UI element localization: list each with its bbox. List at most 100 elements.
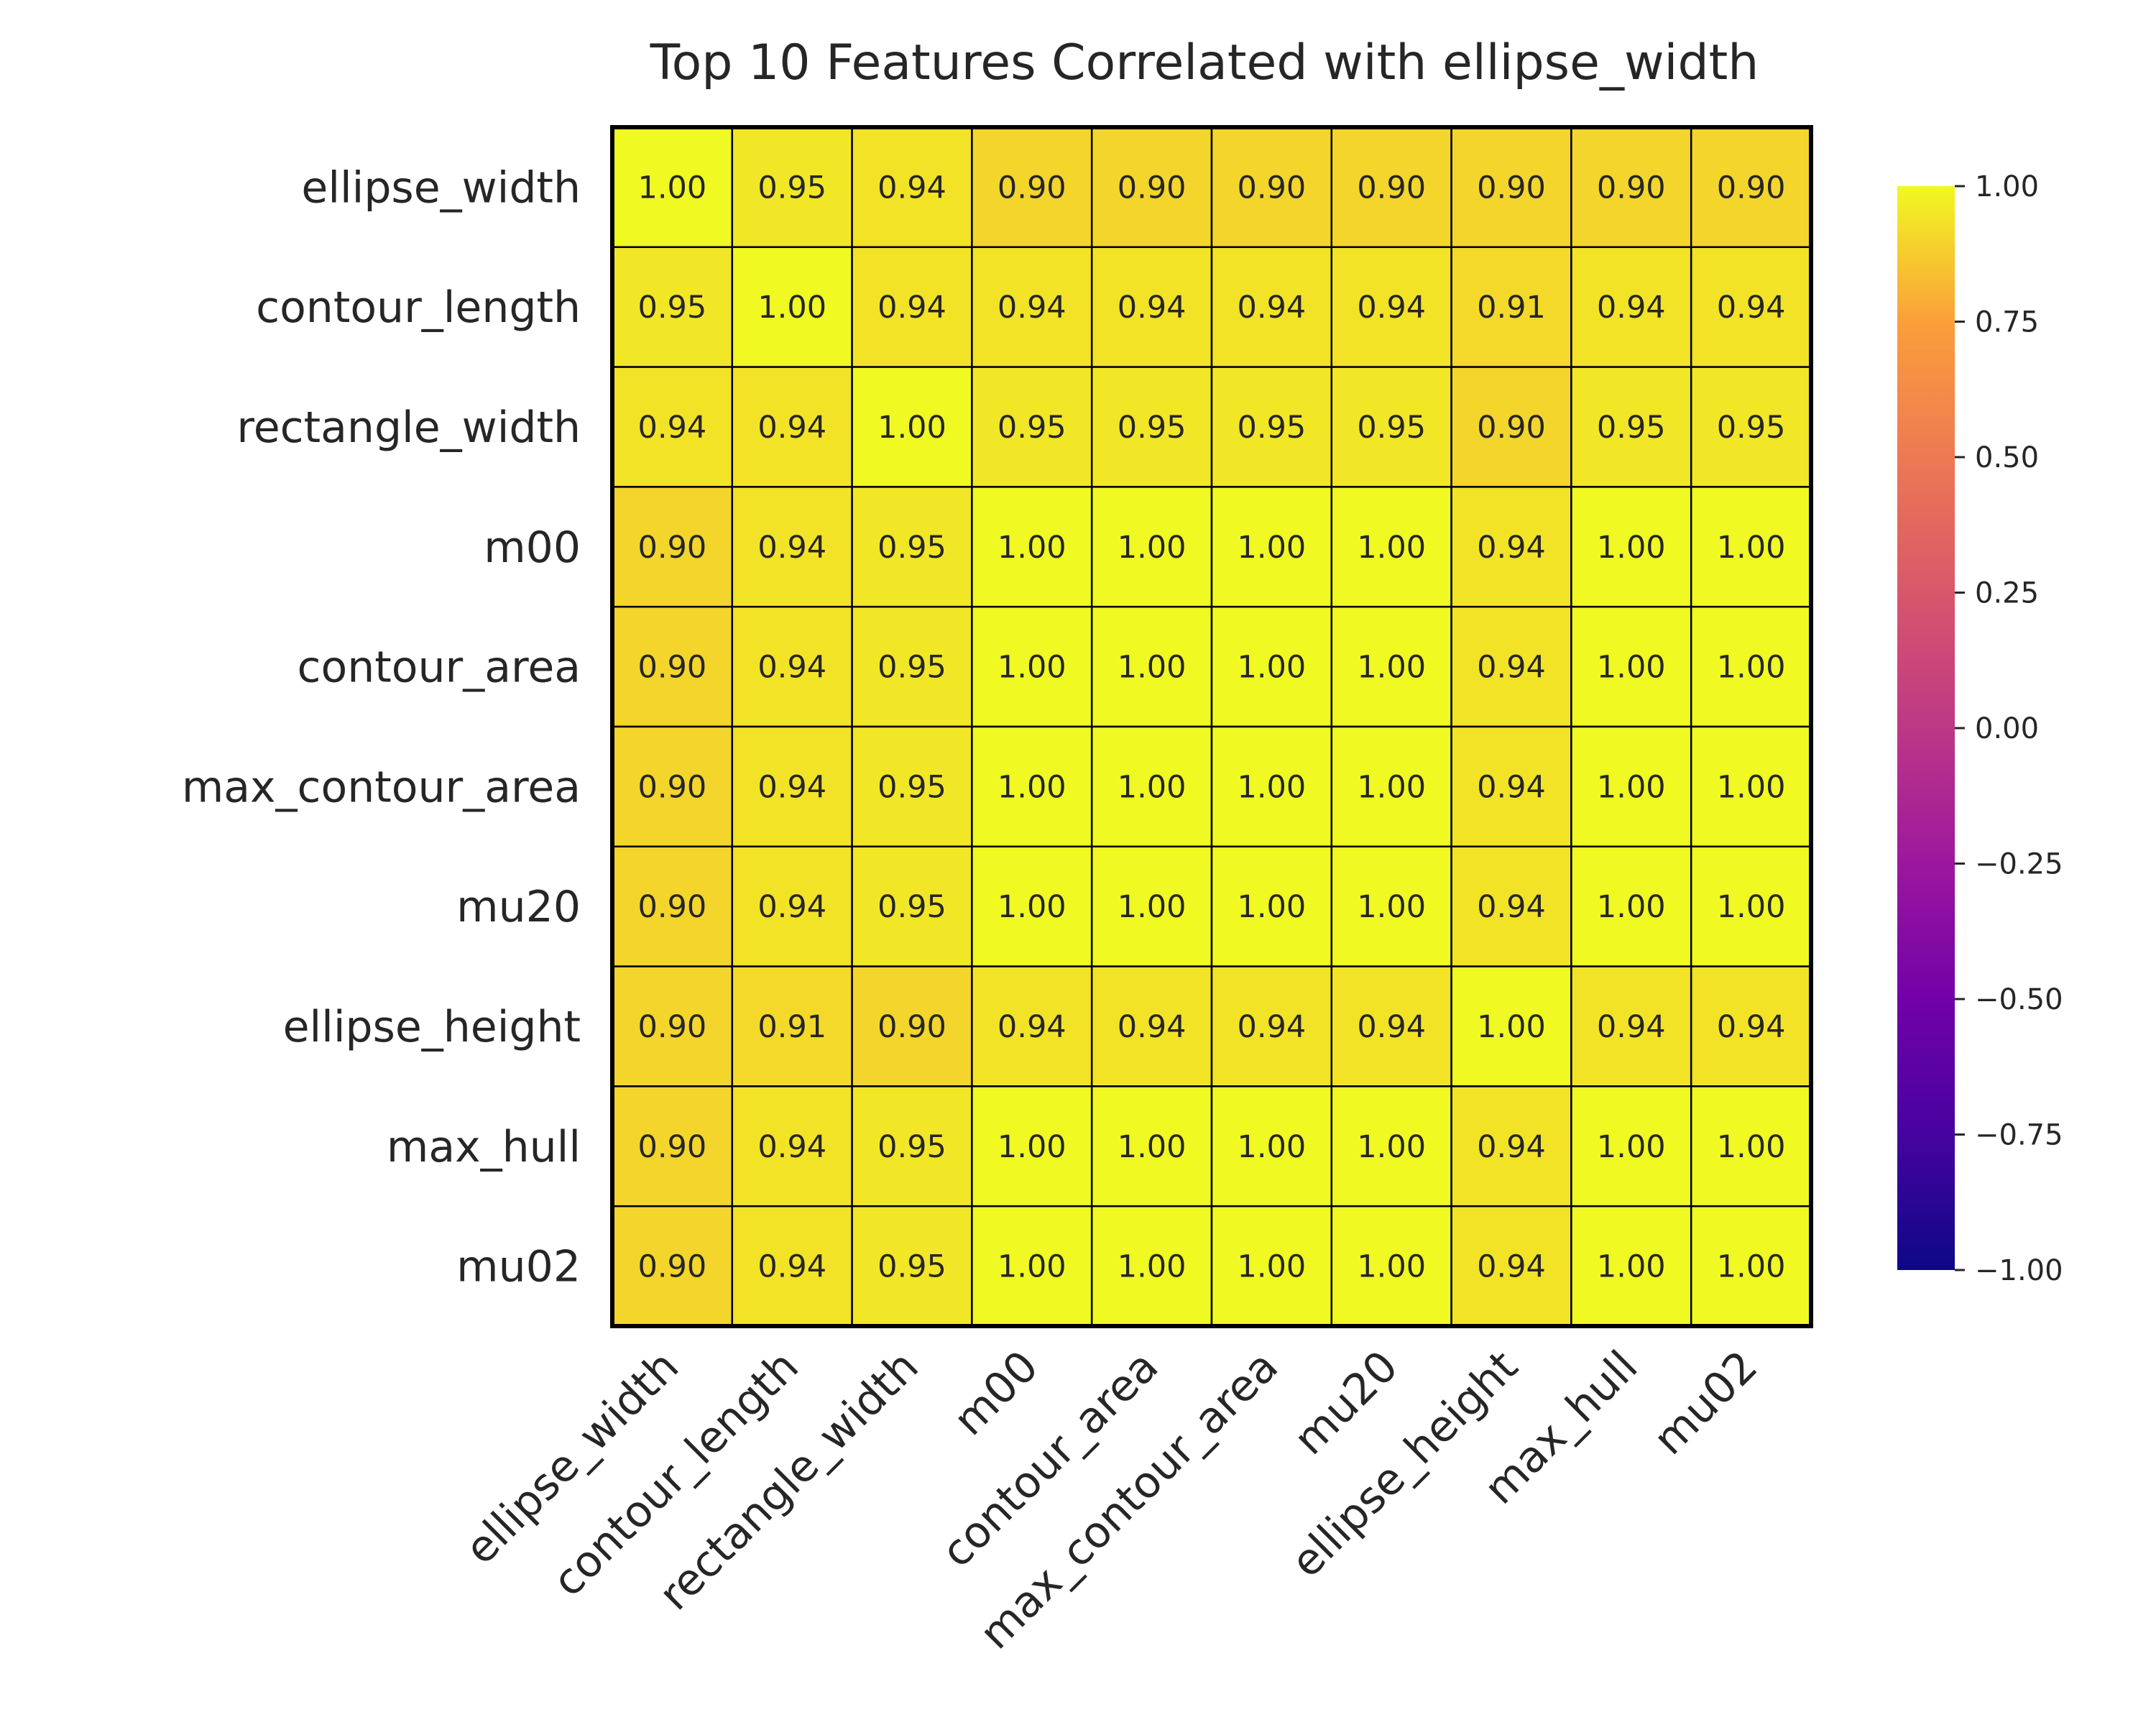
heatmap-cell [1570, 1085, 1692, 1208]
heatmap-cell [1690, 845, 1812, 967]
column-tick-label: m00 [944, 1341, 1049, 1445]
heatmap-cell [1210, 246, 1333, 368]
heatmap-cell [1090, 1085, 1213, 1208]
heatmap-cell [971, 1085, 1093, 1208]
heatmap-cell [1210, 1205, 1333, 1328]
cell-value-label: 0.95 [1357, 410, 1426, 446]
cell-value-label: 0.94 [877, 290, 946, 326]
colorbar-tick-label: 1.00 [1975, 170, 2039, 203]
heatmap-cell [731, 1085, 853, 1208]
heatmap-cell [1090, 605, 1213, 728]
cell-value-label: 0.94 [757, 530, 826, 566]
heatmap-cell [611, 486, 734, 608]
cell-value-label: 0.90 [1357, 170, 1426, 206]
heatmap-cell [971, 845, 1093, 967]
heatmap-cell [1210, 965, 1333, 1087]
cell-value-label: 1.00 [757, 290, 826, 326]
cell-value-label: 0.95 [638, 290, 707, 326]
cell-value-label: 0.90 [638, 1249, 707, 1285]
heatmap-cell [971, 725, 1093, 848]
cell-value-label: 1.00 [1357, 1249, 1426, 1285]
cell-value-label: 0.95 [877, 530, 946, 566]
cell-value-label: 1.00 [1597, 769, 1666, 805]
cell-value-label: 0.91 [757, 1009, 826, 1045]
heatmap-cell [1570, 1205, 1692, 1328]
cell-value-label: 0.95 [877, 1129, 946, 1165]
heatmap-cell [851, 725, 973, 848]
heatmap-cells: 1.00 0.95 0.94 0.90 0.90 0.90 0.90 0.90 0.90 0.90… [611, 126, 1812, 1328]
cell-value-label: 1.00 [1238, 889, 1307, 925]
heatmap-cell [1570, 246, 1692, 368]
heatmap-cell [851, 1085, 973, 1208]
cell-value-label: 0.90 [638, 889, 707, 925]
heatmap-cell [1450, 1205, 1572, 1328]
colorbar-tick-label: −0.25 [1975, 848, 2063, 881]
heatmap-cell [1570, 725, 1692, 848]
heatmap-cell [731, 965, 853, 1087]
cell-value-label: 1.00 [1238, 769, 1307, 805]
cell-value-label: 1.00 [1118, 889, 1187, 925]
cell-value-label: 1.00 [1238, 650, 1307, 686]
cell-value-label: 1.00 [998, 889, 1067, 925]
cell-value-label: 1.00 [1717, 530, 1786, 566]
cell-value-label: 0.95 [1118, 410, 1187, 446]
colorbar-tick-label: 0.00 [1975, 712, 2039, 745]
heatmap-cell [971, 1205, 1093, 1328]
cell-value-label: 0.90 [1717, 170, 1786, 206]
heatmap-cell [851, 366, 973, 488]
heatmap-cell [1570, 486, 1692, 608]
heatmap-cell [1450, 366, 1572, 488]
cell-value-label: 1.00 [1238, 530, 1307, 566]
cell-value-label: 1.00 [998, 530, 1067, 566]
row-tick-label: contour_length [256, 282, 581, 333]
column-tick-labels: ellipse_widthcontour_lengthrectangle_wid… [456, 1341, 1767, 1659]
heatmap-cell [1450, 126, 1572, 249]
heatmap-cell [1330, 845, 1452, 967]
cell-value-label: 1.00 [1357, 889, 1426, 925]
heatmap-cell [971, 246, 1093, 368]
chart-title: Top 10 Features Correlated with ellipse_… [650, 34, 1759, 91]
colorbar-tick-label: 0.50 [1975, 441, 2039, 474]
heatmap-cell [851, 965, 973, 1087]
cell-value-label: 0.90 [638, 1129, 707, 1165]
cell-value-label: 0.95 [877, 1249, 946, 1285]
cell-value-label: 1.00 [1118, 769, 1187, 805]
cell-value-label: 0.94 [1477, 769, 1546, 805]
row-tick-label: m00 [484, 523, 581, 573]
heatmap-cell [1570, 366, 1692, 488]
heatmap-cell [731, 246, 853, 368]
heatmap-cell [1570, 965, 1692, 1087]
cell-value-label: 1.00 [877, 410, 946, 446]
cell-value-label: 0.90 [638, 769, 707, 805]
cell-value-label: 1.00 [1717, 1249, 1786, 1285]
column-tick-label: mu02 [1644, 1341, 1768, 1465]
colorbar-ticks: 1.00 0.75 0.50 0.25 0.00 −0.25 −0.50 −0.75 −1.00 [1955, 170, 2063, 1287]
heatmap-cell [1330, 246, 1452, 368]
row-tick-labels: ellipse_width contour_length rectangle_wid… [182, 162, 581, 1292]
cell-value-label: 0.94 [998, 1009, 1067, 1045]
cell-value-label: 1.00 [998, 650, 1067, 686]
cell-value-label: 0.95 [877, 650, 946, 686]
cell-value-label: 0.94 [757, 769, 826, 805]
heatmap-cell [1450, 845, 1572, 967]
heatmap-cell [611, 366, 734, 488]
cell-value-label: 0.90 [1597, 170, 1666, 206]
heatmap-cell [1690, 246, 1812, 368]
cell-value-label: 0.94 [638, 410, 707, 446]
cell-value-label: 1.00 [1597, 889, 1666, 925]
heatmap-cell [1210, 725, 1333, 848]
heatmap-frame [610, 125, 1813, 1328]
cell-value-label: 1.00 [1597, 650, 1666, 686]
column-tick-label: ellipse_width [456, 1341, 688, 1574]
heatmap-cell [1090, 366, 1213, 488]
cell-value-label: 0.94 [1357, 1009, 1426, 1045]
cell-value-label: 0.90 [877, 1009, 946, 1045]
heatmap-cell [1570, 845, 1692, 967]
cell-value-label: 1.00 [638, 170, 707, 206]
cell-value-label: 0.94 [877, 170, 946, 206]
row-tick-label: max_contour_area [182, 762, 581, 812]
cell-value-label: 0.90 [998, 170, 1067, 206]
cell-value-label: 0.94 [1597, 290, 1666, 326]
heatmap-cell [971, 965, 1093, 1087]
